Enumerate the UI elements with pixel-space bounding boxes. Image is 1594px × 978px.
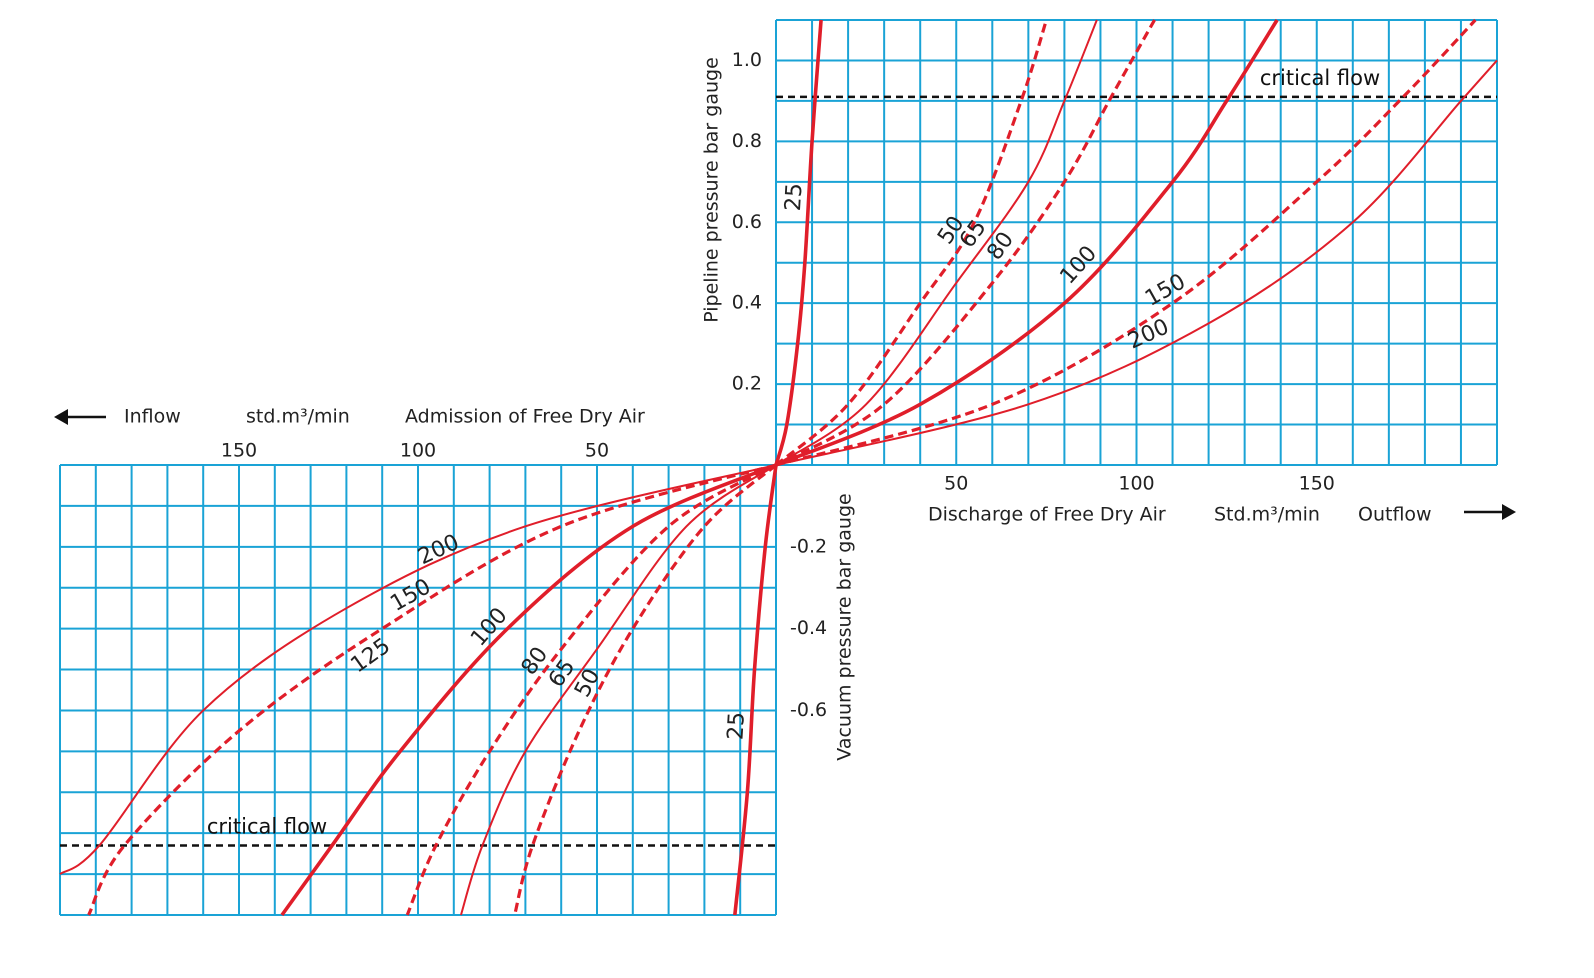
curve-label: 150 (1141, 269, 1190, 311)
y-tick-label: -0.2 (790, 535, 827, 557)
x-axis-direction: Outflow (1358, 504, 1432, 526)
y-tick-label: 0.2 (732, 373, 762, 395)
curve (774, 19, 823, 466)
curve-label: 125 (346, 633, 395, 678)
curve (405, 463, 777, 916)
curve (774, 19, 1048, 467)
curve (87, 463, 777, 916)
x-axis-label: Discharge of Free Dry Air (928, 504, 1166, 526)
x-tick-label: 50 (944, 473, 968, 495)
curve-label: 25 (723, 711, 750, 740)
x-tick-label: 100 (400, 440, 436, 462)
y-tick-label: -0.4 (790, 617, 827, 639)
critical-flow-label: critical flow (1260, 66, 1380, 90)
arrows (54, 409, 1516, 520)
x-tick-label: 100 (1118, 473, 1154, 495)
curve (280, 463, 777, 917)
curve (460, 464, 777, 916)
x-tick-label: 50 (585, 440, 609, 462)
curve (775, 59, 1498, 466)
x-tick-label: 150 (221, 440, 257, 462)
curve (59, 464, 777, 875)
y-axis-label: Pipeline pressure bar gauge (701, 57, 723, 323)
critical-flow-label: critical flow (207, 814, 327, 838)
y-tick-label: 0.4 (732, 292, 762, 314)
curve-label: 200 (415, 530, 464, 570)
curve (775, 19, 1098, 466)
x-tick-label: 150 (1299, 473, 1335, 495)
curve (733, 464, 778, 916)
curve (513, 463, 778, 916)
x-axis-direction: Inflow (124, 406, 181, 428)
y-axis-label: Vacuum pressure bar gauge (834, 493, 856, 760)
plot-area (59, 464, 777, 916)
x-axis-unit: Std.m³/min (1214, 504, 1320, 526)
outflow-arrowhead (1502, 504, 1516, 520)
curve-label: 100 (466, 603, 512, 651)
inflow-arrowhead (54, 409, 68, 425)
curve-label: 100 (1056, 241, 1103, 289)
y-tick-label: 0.8 (732, 130, 762, 152)
y-tick-label: 0.6 (732, 211, 762, 233)
curve-label: 25 (781, 182, 808, 211)
x-axis-unit: std.m³/min (246, 406, 350, 428)
y-tick-label: 1.0 (732, 49, 762, 71)
curve (775, 19, 1279, 467)
x-axis-label: Admission of Free Dry Air (405, 406, 645, 428)
curve (775, 19, 1156, 467)
curve-label: 200 (1124, 314, 1173, 354)
plot-area (775, 19, 1498, 466)
y-tick-label: -0.6 (790, 699, 827, 721)
